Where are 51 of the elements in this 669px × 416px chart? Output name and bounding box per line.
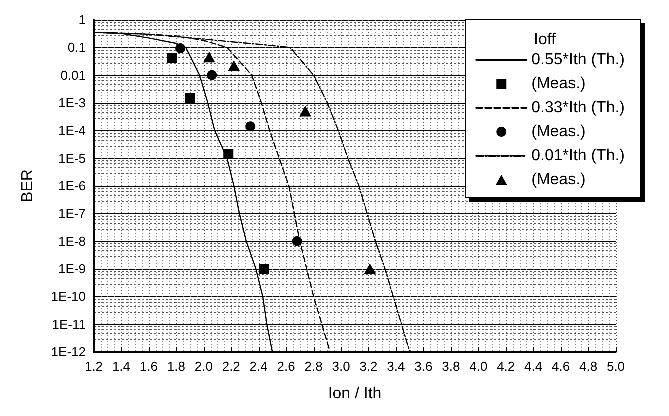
x-tick-label: 4.8 xyxy=(579,359,598,374)
x-tick-label: 4.4 xyxy=(524,359,543,374)
x-tick-label: 5.0 xyxy=(606,359,626,374)
y-tick-label: 1E-4 xyxy=(58,123,86,138)
y-tick-label: 1E-10 xyxy=(51,289,86,304)
y-tick-label: 1E-5 xyxy=(58,150,86,166)
legend-label: (Meas.) xyxy=(532,124,586,140)
x-tick-label: 4.6 xyxy=(552,359,570,374)
point xyxy=(228,60,240,72)
legend-label: (Meas.) xyxy=(532,172,586,188)
x-tick-label: 2.4 xyxy=(250,359,268,374)
y-tick-label: 1E-6 xyxy=(58,178,86,194)
x-tick-label: 2.0 xyxy=(194,359,213,374)
x-tick-label: 1.8 xyxy=(167,359,186,374)
y-axis-title: BER xyxy=(20,170,36,202)
point xyxy=(259,264,270,274)
y-tick-label: 1E-3 xyxy=(58,96,86,110)
y-tick-label: 0.1 xyxy=(68,40,86,56)
y-tick-label: 1E-8 xyxy=(58,234,86,249)
y-tick-label: 1E-11 xyxy=(52,316,86,332)
legend-label: 0.01*Ith (Th.) xyxy=(532,148,625,164)
x-tick-label: 3.6 xyxy=(414,359,433,374)
legend-title: Ioff xyxy=(534,32,557,48)
point xyxy=(203,52,216,63)
x-axis-title: Ion / Ith xyxy=(328,386,382,402)
point xyxy=(185,93,196,104)
x-tick-label: 3.4 xyxy=(387,359,406,374)
y-tick-label: 1 xyxy=(78,12,86,28)
x-tick-label: 3.8 xyxy=(442,359,460,374)
x-tick-label: 3.2 xyxy=(360,359,378,374)
point xyxy=(364,264,376,274)
y-tick-label: 1E-9 xyxy=(58,262,86,276)
x-tick-label: 2.6 xyxy=(277,359,296,374)
x-tick-label: 1.6 xyxy=(140,359,158,374)
x-tick-label: 4.0 xyxy=(470,359,488,374)
point xyxy=(300,106,312,117)
legend-label: (Meas.) xyxy=(532,76,586,92)
x-tick-label: 2.2 xyxy=(222,359,240,374)
point xyxy=(207,70,218,80)
legend-label: 0.55*Ith (Th.) xyxy=(532,52,625,68)
x-tick-label: 4.2 xyxy=(497,359,516,374)
legend-label: 0.33*Ith (Th.) xyxy=(532,100,625,116)
y-tick-label: 1E-12 xyxy=(51,344,86,360)
y-tick-label: 0.01 xyxy=(60,68,86,83)
y-tick-label: 1E-7 xyxy=(58,206,86,222)
point xyxy=(167,53,178,64)
x-tick-label: 3.0 xyxy=(332,359,350,374)
x-tick-label: 1.4 xyxy=(112,359,131,374)
point xyxy=(246,122,256,132)
x-tick-label: 1.2 xyxy=(84,359,104,374)
x-tick-label: 2.8 xyxy=(304,359,323,374)
